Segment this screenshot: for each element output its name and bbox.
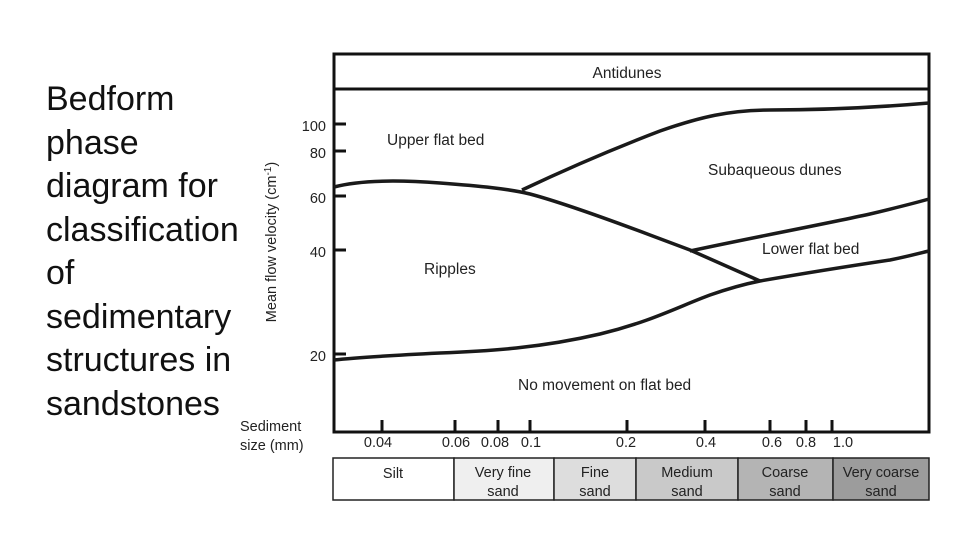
size-class-label: Silt — [383, 466, 403, 482]
x-tick-label: 0.4 — [696, 435, 716, 451]
y-tick-label: 20 — [310, 349, 326, 365]
size-class-label: Fine — [581, 465, 609, 481]
x-tick-label: 1.0 — [833, 435, 853, 451]
x-axis-label: Sediment — [240, 419, 301, 435]
x-tick-label: 0.1 — [521, 435, 541, 451]
size-class-label: sand — [671, 484, 702, 500]
upper-flat-bed-label: Upper flat bed — [387, 132, 484, 149]
y-axis-label: Mean flow velocity (cm-1) — [263, 162, 280, 322]
plot-frame — [332, 52, 931, 434]
subaqueous-dunes-label: Subaqueous dunes — [708, 162, 842, 179]
y-tick-label: 100 — [302, 119, 326, 135]
title-line: structures in — [46, 341, 232, 379]
y-tick-label: 40 — [310, 245, 326, 261]
x-axis: 0.04 0.06 0.08 0.1 0.2 0.4 0.6 0.8 1.0 S… — [240, 419, 853, 454]
size-class-label: Very coarse — [843, 465, 920, 481]
size-class-label: sand — [487, 484, 518, 500]
title-line: diagram for — [46, 167, 218, 205]
no-movement-label: No movement on flat bed — [518, 377, 691, 394]
size-class-band — [332, 457, 455, 501]
title-line: Bedform — [46, 80, 175, 118]
x-tick-label: 0.04 — [364, 435, 392, 451]
ripples-label: Ripples — [424, 261, 476, 278]
size-class-band — [635, 457, 739, 501]
size-class-label: sand — [769, 484, 800, 500]
lower-flat-bed-label: Lower flat bed — [762, 241, 859, 258]
size-class-label: Very fine — [475, 465, 531, 481]
size-class-label: Coarse — [762, 465, 809, 481]
size-class-band — [737, 457, 834, 501]
x-tick-label: 0.08 — [481, 435, 509, 451]
lower-flat-bed-upper-boundary — [689, 197, 930, 253]
x-tick-label: 0.8 — [796, 435, 816, 451]
dunes-upper-boundary — [521, 101, 930, 192]
size-class-band — [832, 457, 930, 501]
title-line: sedimentary — [46, 297, 232, 336]
x-axis-label: size (mm) — [240, 438, 304, 454]
title-line: classification — [46, 210, 239, 249]
slide-title: Bedform phase diagram for classification… — [46, 78, 266, 426]
antidunes-label: Antidunes — [593, 65, 662, 82]
title-line: sandstones — [46, 384, 220, 423]
x-tick-label: 0.6 — [762, 435, 782, 451]
size-class-label: sand — [579, 484, 610, 500]
x-tick-label: 0.2 — [616, 435, 636, 451]
y-axis: 100 80 60 40 20 Mean flow velocity (cm-1… — [263, 119, 346, 365]
x-tick-label: 0.06 — [442, 435, 470, 451]
ripples-upper-boundary — [333, 179, 761, 283]
y-tick-label: 60 — [310, 191, 326, 207]
size-class-label: Medium — [661, 465, 713, 481]
size-class-label: sand — [865, 484, 896, 500]
y-tick-label: 80 — [310, 146, 326, 162]
title-line: phase — [46, 123, 139, 162]
title-line: of — [46, 254, 75, 292]
size-class-band — [553, 457, 637, 501]
motion-threshold-boundary — [333, 249, 930, 362]
size-class-bar: Silt Very fine sand Fine sand Medium san… — [332, 457, 930, 501]
